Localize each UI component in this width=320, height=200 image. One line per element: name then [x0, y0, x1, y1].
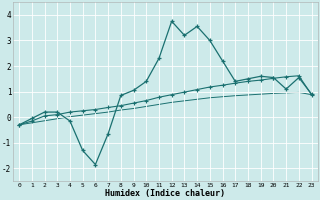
X-axis label: Humidex (Indice chaleur): Humidex (Indice chaleur) — [105, 189, 225, 198]
